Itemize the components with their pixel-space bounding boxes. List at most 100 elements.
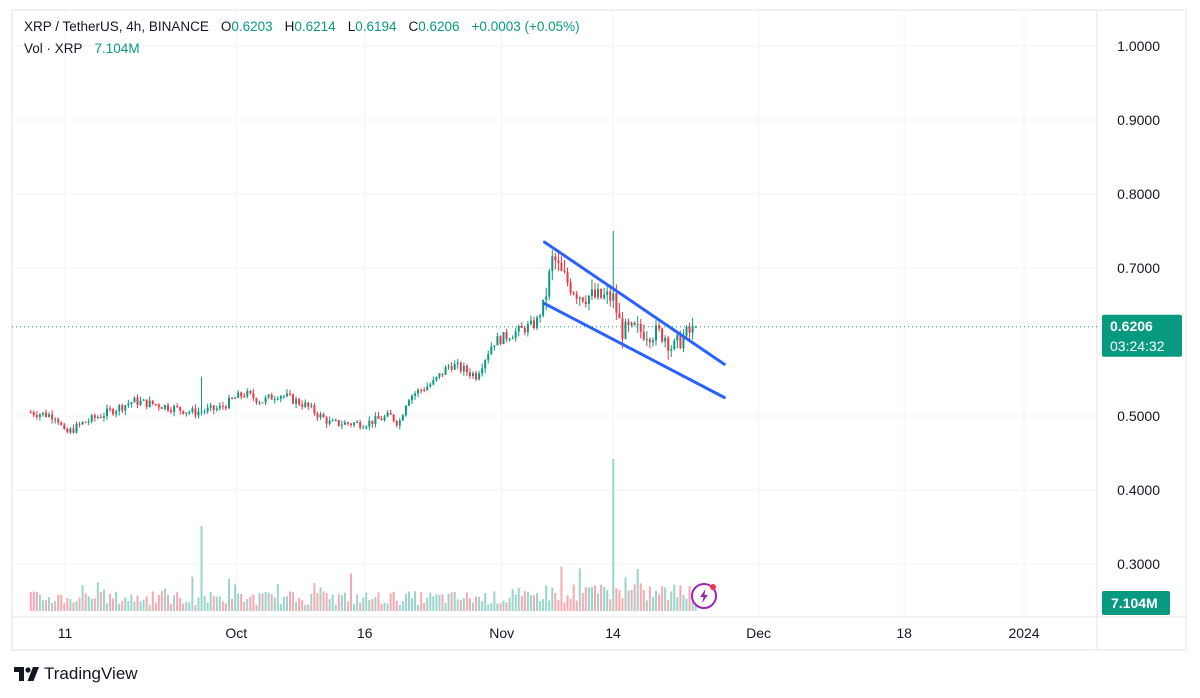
volume-bar <box>520 595 523 611</box>
volume-bar <box>392 591 395 611</box>
channel-lower-line[interactable] <box>543 302 726 399</box>
channel-upper-line[interactable] <box>543 240 726 366</box>
candle-body <box>606 291 609 295</box>
candle-body <box>523 327 526 333</box>
volume-bar <box>142 599 145 611</box>
volume-bar <box>529 595 532 611</box>
candle-body <box>493 345 496 347</box>
volume-bar <box>44 600 47 611</box>
volume-label[interactable]: Vol · XRP <box>24 41 83 56</box>
volume-bar <box>96 582 99 611</box>
volume-bar <box>383 602 386 611</box>
candle-body <box>261 402 264 404</box>
candle-body <box>478 373 481 380</box>
volume-bar <box>532 595 535 611</box>
candle-body <box>673 340 676 350</box>
volume-bar <box>410 598 413 611</box>
candle-body <box>417 389 420 394</box>
candle-body <box>468 372 471 376</box>
candle-body <box>682 335 685 349</box>
falling-channel-drawing[interactable] <box>543 240 726 399</box>
candle-body <box>441 373 444 375</box>
candle-body <box>593 289 596 298</box>
lightning-icon[interactable] <box>691 583 717 609</box>
price-tick-label: 0.9000 <box>1117 112 1160 128</box>
last-price-badge: 0.6206 03:24:32 <box>1102 314 1182 357</box>
symbol-title[interactable]: XRP / TetherUS, 4h, BINANCE <box>24 19 209 34</box>
volume-bar <box>517 587 520 611</box>
candle-body <box>554 256 557 261</box>
volume-value: 7.104M <box>94 41 140 56</box>
candle-body <box>124 405 127 411</box>
volume-bar <box>227 578 230 611</box>
candle-body <box>121 405 124 411</box>
candle-body <box>410 395 413 401</box>
volume-bar <box>78 597 81 611</box>
volume-bar <box>249 596 252 611</box>
volume-bar <box>676 597 679 611</box>
candle-body <box>429 384 432 387</box>
candle-body <box>249 391 252 394</box>
volume-bar <box>29 591 32 611</box>
candle-body <box>57 419 60 423</box>
candle-body <box>221 405 224 407</box>
volume-bar <box>292 592 295 611</box>
candle-body <box>349 423 352 426</box>
time-tick-label: 11 <box>58 625 73 641</box>
time-axis[interactable]: 11 Oct 16 Nov 14 Dec 18 2024 <box>58 625 1040 641</box>
volume-bar <box>54 600 57 611</box>
candle-body <box>246 391 249 397</box>
candle-body <box>346 422 349 424</box>
volume-bar <box>203 595 206 611</box>
volume-bar <box>301 600 304 611</box>
candle-body <box>148 400 151 407</box>
volume-bar <box>468 598 471 611</box>
volume-bar <box>93 598 96 611</box>
volume-bar <box>48 597 51 611</box>
candle-body <box>670 349 673 351</box>
candle-body <box>273 399 276 401</box>
volume-bar <box>157 594 160 611</box>
candle-body <box>667 337 670 351</box>
volume-bar <box>127 601 130 611</box>
candle-body <box>578 297 581 299</box>
volume-bar <box>276 584 279 611</box>
candle-body <box>374 415 377 425</box>
volume-bar <box>523 591 526 611</box>
volume-bar <box>154 602 157 611</box>
volume-bar <box>69 599 72 611</box>
volume-bar <box>444 603 447 611</box>
volume-bar <box>636 569 639 611</box>
volume-bar <box>465 592 468 611</box>
candle-body <box>502 332 505 345</box>
tradingview-logo[interactable]: TradingView <box>14 664 138 684</box>
time-tick-label: Nov <box>489 625 514 641</box>
candle-body <box>661 328 664 342</box>
candle-body <box>328 420 331 424</box>
price-axis[interactable]: 1.0000 0.9000 0.8000 0.7000 0.5000 0.4000 0.30… <box>1117 38 1160 572</box>
volume-bar <box>481 601 484 611</box>
candle-body <box>282 395 285 397</box>
volume-bar <box>200 526 203 611</box>
volume-bar <box>420 592 423 611</box>
candle-body <box>600 288 603 298</box>
volume-bar <box>57 595 60 611</box>
candle-body <box>575 293 578 299</box>
volume-bar <box>130 594 133 611</box>
candle-body <box>365 426 368 428</box>
candle-body <box>337 420 340 426</box>
candle-body <box>115 411 118 415</box>
volume-bar <box>645 600 648 611</box>
volume-bar <box>575 600 578 611</box>
candle-body <box>307 402 310 407</box>
candle-body <box>96 417 99 419</box>
volume-bar <box>398 604 401 611</box>
candle-body <box>636 324 639 326</box>
candle-body <box>658 325 661 329</box>
candle-body <box>227 397 230 409</box>
candle-body <box>627 321 630 326</box>
candle-body <box>304 402 307 407</box>
volume-bar <box>395 600 398 611</box>
candle-body <box>569 282 572 293</box>
